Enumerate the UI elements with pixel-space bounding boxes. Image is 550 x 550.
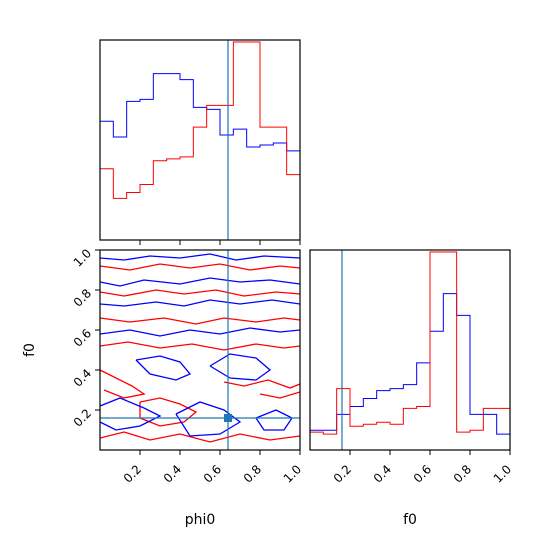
contour-series-a-6 bbox=[100, 397, 162, 431]
contour-series-a-0 bbox=[100, 253, 300, 261]
phi0-histogram-panel bbox=[99, 39, 301, 245]
f0-hist-xtick-label-4: 1.0 bbox=[491, 462, 514, 485]
contour-series-a-2 bbox=[100, 299, 300, 307]
contour-ytick-label-2: 0.6 bbox=[71, 326, 94, 349]
f0-hist-xtick-label-1: 0.4 bbox=[371, 462, 394, 485]
contour-ytick-label-0: 0.2 bbox=[71, 406, 94, 429]
contour-xtick-label-0: 0.2 bbox=[121, 462, 144, 485]
contour-series-b-4 bbox=[100, 369, 146, 399]
contour-ytick-label-3: 0.8 bbox=[71, 286, 94, 309]
phi0-hist-frame bbox=[99, 39, 301, 241]
contour-series-b-1 bbox=[100, 289, 300, 297]
contour-xtick-label-4: 1.0 bbox=[281, 462, 304, 485]
contour-xtick-label-1: 0.4 bbox=[161, 462, 184, 485]
contour-series-b-7 bbox=[100, 431, 300, 443]
xlabel-f0: f0 bbox=[403, 512, 417, 528]
contour-frame bbox=[99, 249, 301, 451]
truth-marker bbox=[224, 414, 232, 422]
contour-series-a-7 bbox=[175, 401, 242, 437]
contour-lines bbox=[100, 253, 300, 443]
f0-hist-frame bbox=[309, 249, 511, 451]
contour-xtick-label-3: 0.8 bbox=[241, 462, 264, 485]
contour-series-a-8 bbox=[255, 409, 293, 431]
ylabel-f0: f0 bbox=[22, 343, 38, 357]
phi0-hist-series-b bbox=[100, 41, 300, 199]
contour-series-b-3 bbox=[100, 341, 300, 351]
contour-series-b-5 bbox=[223, 379, 300, 389]
contour-series-a-5 bbox=[209, 353, 272, 381]
f0-hist-xtick-label-2: 0.6 bbox=[411, 462, 434, 485]
phi0-f0-contour-panel: 0.2 0.4 0.6 0.8 1.0 0.2 0.4 0.6 0.8 1.0 bbox=[71, 246, 304, 485]
contour-ytick-label-4: 1.0 bbox=[71, 246, 94, 269]
f0-hist-xtick-label-3: 0.8 bbox=[451, 462, 474, 485]
f0-hist-xtick-label-0: 0.2 bbox=[331, 462, 354, 485]
contour-series-a-3 bbox=[100, 327, 300, 337]
contour-ytick-label-1: 0.4 bbox=[71, 366, 94, 389]
contour-series-a-4 bbox=[135, 355, 192, 381]
contour-xtick-label-2: 0.6 bbox=[201, 462, 224, 485]
phi0-hist-series-a bbox=[100, 73, 300, 152]
contour-series-b-8 bbox=[259, 391, 300, 399]
f0-hist-series-a bbox=[310, 293, 510, 435]
contour-series-b-6 bbox=[139, 397, 198, 427]
contour-series-b-0 bbox=[100, 263, 300, 271]
f0-hist-series-b bbox=[310, 251, 510, 435]
contour-series-b-2 bbox=[100, 317, 300, 325]
f0-histogram-panel: 0.2 0.4 0.6 0.8 1.0 bbox=[309, 249, 514, 486]
xlabel-phi0: phi0 bbox=[185, 512, 216, 528]
contour-series-a-1 bbox=[100, 277, 300, 287]
